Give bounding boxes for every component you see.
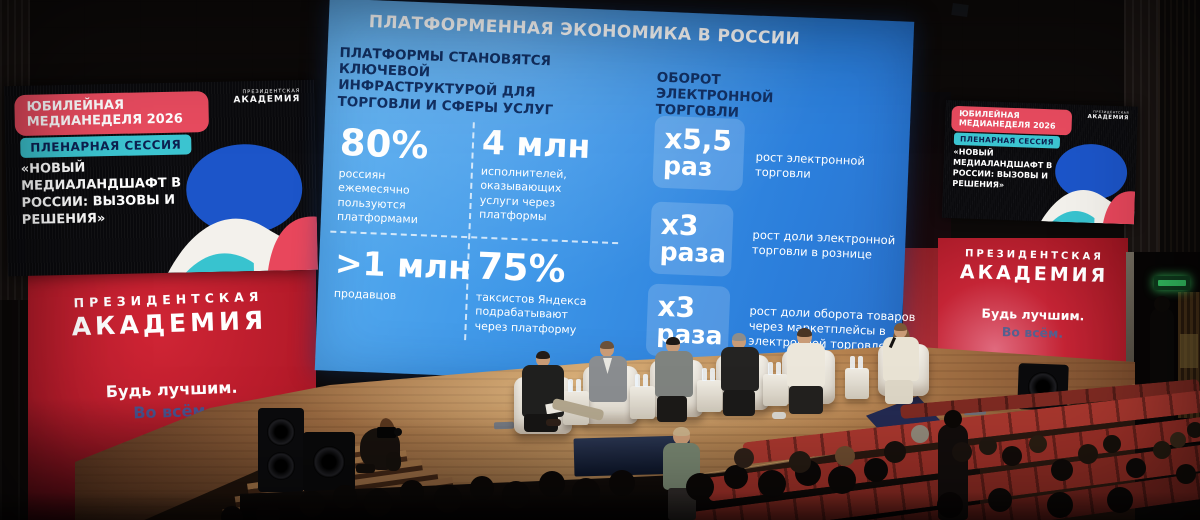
abstract-shapes [1041,144,1136,225]
audience-head [1051,459,1073,481]
exit-sign [1154,276,1190,290]
academy-logo-line2: АКАДЕМИЯ [233,94,301,106]
side-table [630,374,655,419]
brand-block-right: ПРЕЗИДЕНТСКАЯ АКАДЕМИЯ Будь лучшим. Во в… [955,248,1112,342]
platforms-heading: ПЛАТФОРМЫ СТАНОВЯТСЯ КЛЮЧЕВОЙ ИНФРАСТРУК… [337,44,554,119]
academy-logo-line2: АКАДЕМИЯ [1087,113,1130,122]
session-badge: ПЛЕНАРНАЯ СЕССИЯ [953,132,1061,149]
dashed-divider-horizontal [330,230,619,245]
panelist-5-body [787,343,825,387]
stat-4mln-value: 4 млн [481,122,592,166]
multiplier-2-unit: раза [659,237,727,269]
side-table [763,362,788,406]
abstract-shapes [167,144,318,273]
audience-head [864,458,888,482]
panelist-4-head [732,333,746,349]
multiplier-1-unit: раз [662,151,714,183]
panelist-5-legs [789,386,823,414]
panelist-6-legs [885,380,913,404]
door-interior-light [1180,334,1198,368]
photographer-knee [386,452,401,471]
camera [377,427,396,438]
brand-title-line1: ПРЕЗИДЕНТСКАЯ [73,288,264,311]
panelist-4-body [721,347,759,391]
panelist-2-shirt [603,358,612,374]
audience-head [789,451,811,473]
panelist-3-body [655,351,693,397]
panelist-6-head [894,323,907,338]
audience-head [979,437,997,455]
door-jamb [1126,252,1134,444]
panelist-6-body [883,337,919,381]
pa-speaker-left-tall [258,408,304,492]
audience-head [734,448,754,468]
audience-head [1153,441,1171,459]
audience-head [1103,435,1121,453]
audience-head [1002,446,1022,466]
panelist-2-head [600,341,614,357]
panelist-1-legs [524,414,558,432]
panelist-5-head [797,328,812,345]
pa-speaker-left-short [303,432,355,492]
side-table [697,368,722,412]
multiplier-2-label: рост доли электронной торговли в рознице [751,227,896,262]
slogan-line1: Будь лучшим. [981,305,1085,324]
panelist-1-head [536,351,550,367]
audience-head [1078,444,1098,464]
stat-4mln-label: исполнителей, оказывающих услуги через п… [478,164,568,224]
multiplier-box-2: х3 раза [648,201,734,277]
event-badge: ЮБИЛЕЙНАЯ МЕДИАНЕДЕЛЯ 2026 [951,105,1073,136]
audience-head [911,425,929,443]
camera-lens [394,428,402,436]
audience-head [1176,464,1196,484]
left-led-screen: ЮБИЛЕЙНАЯ МЕДИАНЕДЕЛЯ 2026 ПЛЕНАРНАЯ СЕС… [4,79,318,277]
audience-head [609,470,635,496]
session-badge: ПЛЕНАРНАЯ СЕССИЯ [20,134,192,158]
audience-head [952,442,972,462]
audience-head [1170,432,1186,448]
audience-head [724,465,748,489]
audience-head [1029,435,1047,453]
audience-head [1126,458,1146,478]
academy-logo: ПРЕЗИДЕНТСКАЯ АКАДЕМИЯ [1087,110,1129,121]
stat-1mln-value: >1 млн [334,242,472,288]
floor-vent [493,421,515,430]
brand-title-line2: АКАДЕМИЯ [959,261,1109,287]
audience-head [828,466,856,494]
stone-wall-left [28,0,322,80]
session-title: «НОВЫЙ МЕДИАЛАНДШАФТ В РОССИИ: ВЫЗОВЫ И … [952,147,1053,190]
side-table [845,356,869,399]
right-led-screen: ЮБИЛЕЙНАЯ МЕДИАНЕДЕЛЯ 2026 ПЛЕНАРНАЯ СЕС… [941,100,1139,225]
panelist-4-legs [723,390,755,416]
stat-75-value: 75% [476,244,567,292]
panelist-5-shoe [772,412,786,419]
event-badge: ЮБИЛЕЙНАЯ МЕДИАНЕДЕЛЯ 2026 [14,90,210,136]
session-title: «НОВЫЙ МЕДИАЛАНДШАФТ В РОССИИ: ВЫЗОВЫ И … [20,160,182,228]
audience-head [835,446,855,466]
multiplier-box-1: x5,5 раз [652,115,746,191]
standing-attendee-head [673,427,690,445]
dashed-divider-vertical [464,122,475,341]
stat-80-value: 80% [339,120,430,168]
panelist-3-legs [657,396,687,422]
foreground-shadow [0,492,1200,520]
slide-title: ПЛАТФОРМЕННАЯ ЭКОНОМИКА В РОССИИ [368,12,801,50]
photographer-foot [356,464,375,473]
multiplier-1-label: рост электронной торговли [754,149,866,181]
audience-head [884,441,906,463]
right-corner-wall [1158,0,1200,262]
stat-1mln-label: продавцов [333,286,397,303]
audience-head [1187,422,1200,438]
academy-logo: ПРЕЗИДЕНТСКАЯ АКАДЕМИЯ [233,88,300,105]
stat-80-label: россиян ежемесячно пользуются платформам… [336,166,419,227]
panelist-2-shoe [546,419,561,426]
stone-wall-right [906,0,1130,102]
wall-light-fixture [951,2,969,18]
panelist-3-head [666,337,680,353]
